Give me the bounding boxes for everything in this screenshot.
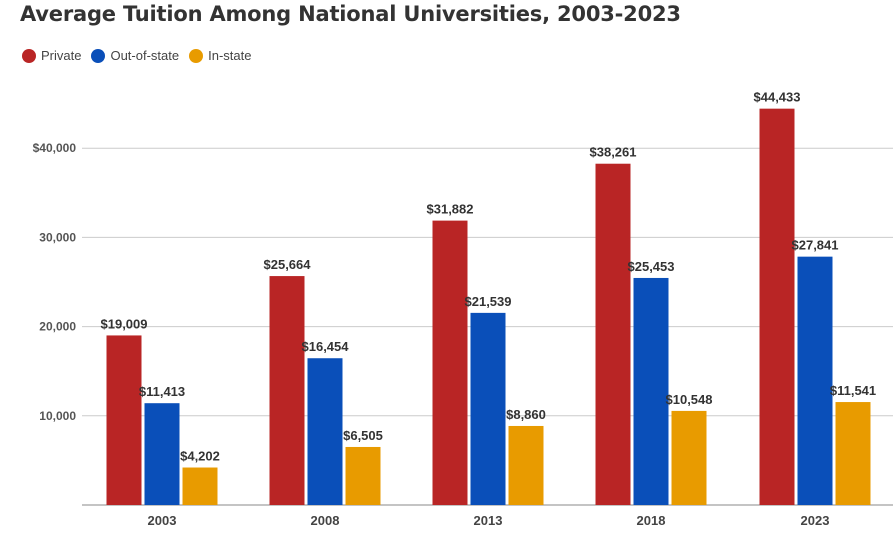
- x-tick-label: 2023: [801, 513, 830, 528]
- data-label: $11,541: [830, 383, 876, 398]
- data-label: $27,841: [792, 238, 839, 253]
- data-label: $10,548: [666, 392, 713, 407]
- chart-title: Average Tuition Among National Universit…: [20, 2, 681, 26]
- data-label: $25,664: [264, 257, 312, 272]
- data-label: $11,413: [139, 384, 185, 399]
- data-label: $16,454: [302, 339, 350, 354]
- data-label: $19,009: [101, 316, 148, 331]
- bar: [633, 277, 669, 505]
- data-label: $4,202: [180, 449, 220, 464]
- legend-swatch-out-of-state: [91, 48, 106, 63]
- bar: [595, 163, 631, 505]
- legend-item-out-of-state[interactable]: Out-of-state: [91, 48, 179, 63]
- bar: [470, 312, 506, 505]
- x-tick-label: 2008: [311, 513, 340, 528]
- bar: [144, 403, 180, 505]
- data-label: $38,261: [590, 145, 637, 160]
- legend-label-out-of-state: Out-of-state: [110, 48, 180, 63]
- legend: Private Out-of-state In-state: [22, 48, 261, 63]
- x-tick-label: 2013: [474, 513, 503, 528]
- data-label: $6,505: [343, 428, 383, 443]
- legend-label-in-state: In-state: [208, 48, 252, 63]
- legend-label-private: Private: [41, 48, 82, 63]
- y-tick-label: 10,000: [39, 409, 76, 423]
- y-tick-label: $40,000: [33, 141, 77, 155]
- data-label: $8,860: [506, 407, 546, 422]
- x-tick-label: 2018: [637, 513, 666, 528]
- bar: [759, 108, 795, 505]
- bar: [269, 276, 305, 505]
- legend-swatch-in-state: [189, 48, 204, 63]
- legend-item-private[interactable]: Private: [22, 48, 81, 63]
- bar: [182, 467, 218, 505]
- y-tick-label: 20,000: [39, 320, 76, 334]
- x-tick-label: 2003: [148, 513, 177, 528]
- data-label: $31,882: [427, 202, 474, 217]
- bar: [671, 410, 707, 505]
- legend-item-in-state[interactable]: In-state: [189, 48, 251, 63]
- bar: [106, 335, 142, 505]
- bar: [307, 358, 343, 505]
- y-tick-label: 30,000: [39, 230, 76, 244]
- bar: [797, 256, 833, 505]
- legend-swatch-private: [22, 48, 36, 63]
- bar: [345, 446, 381, 505]
- data-label: $21,539: [465, 294, 512, 309]
- bar: [508, 425, 544, 505]
- bar: [432, 220, 468, 506]
- bar: [835, 402, 871, 505]
- data-label: $25,453: [628, 259, 675, 274]
- data-label: $44,433: [754, 90, 801, 105]
